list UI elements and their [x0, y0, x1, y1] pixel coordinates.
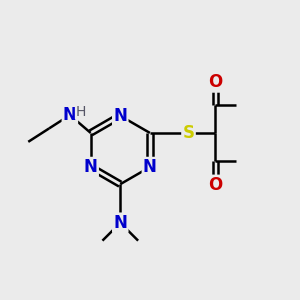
Text: H: H	[76, 104, 86, 118]
Text: O: O	[208, 176, 222, 194]
Text: N: N	[84, 158, 98, 176]
Text: N: N	[113, 107, 127, 125]
Text: S: S	[182, 124, 194, 142]
Text: N: N	[143, 158, 157, 176]
Text: N: N	[63, 106, 77, 124]
Text: O: O	[208, 74, 222, 92]
Text: N: N	[113, 214, 127, 232]
